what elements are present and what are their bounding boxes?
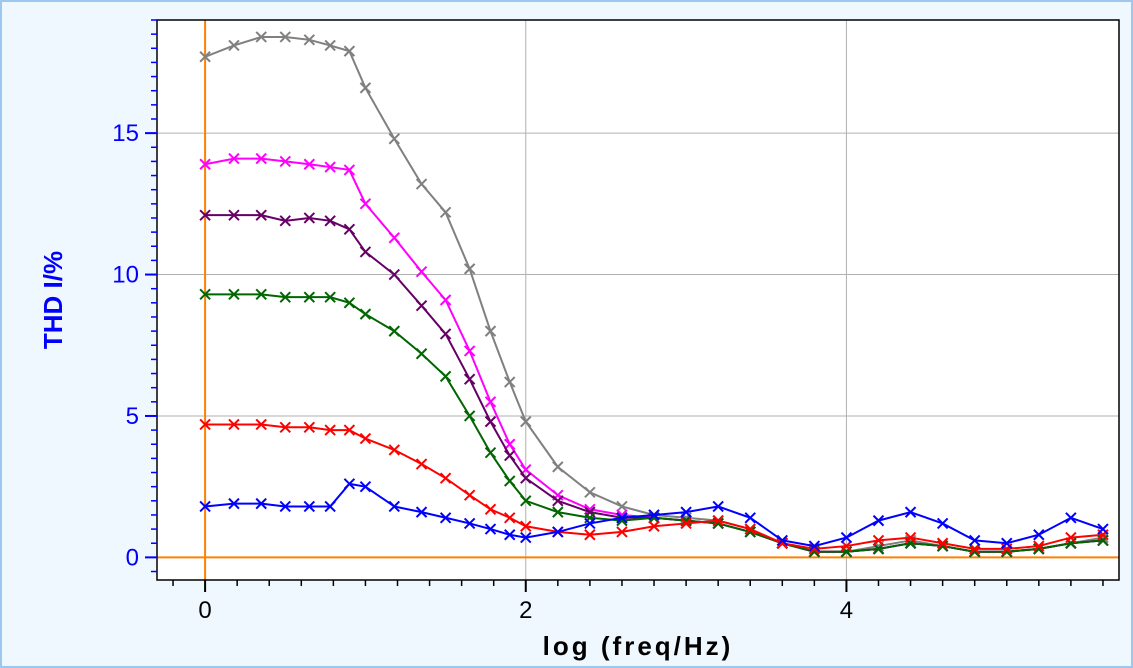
x-axis-label: log (freq/Hz) (543, 631, 734, 661)
y-tick-label: 10 (112, 262, 139, 289)
y-tick-label: 15 (112, 120, 139, 147)
plot-area (157, 20, 1119, 580)
chart-frame: 0 2 4 log (freq/Hz) 0 5 10 15 THD I/% (0, 0, 1133, 668)
y-axis-label: THD I/% (38, 251, 68, 349)
chart-svg: 0 2 4 log (freq/Hz) 0 5 10 15 THD I/% (2, 2, 1131, 666)
x-tick-label: 4 (840, 597, 853, 624)
y-tick-label: 5 (126, 403, 139, 430)
x-tick-label: 2 (519, 597, 532, 624)
x-tick-label: 0 (198, 597, 211, 624)
y-tick-label: 0 (126, 544, 139, 571)
